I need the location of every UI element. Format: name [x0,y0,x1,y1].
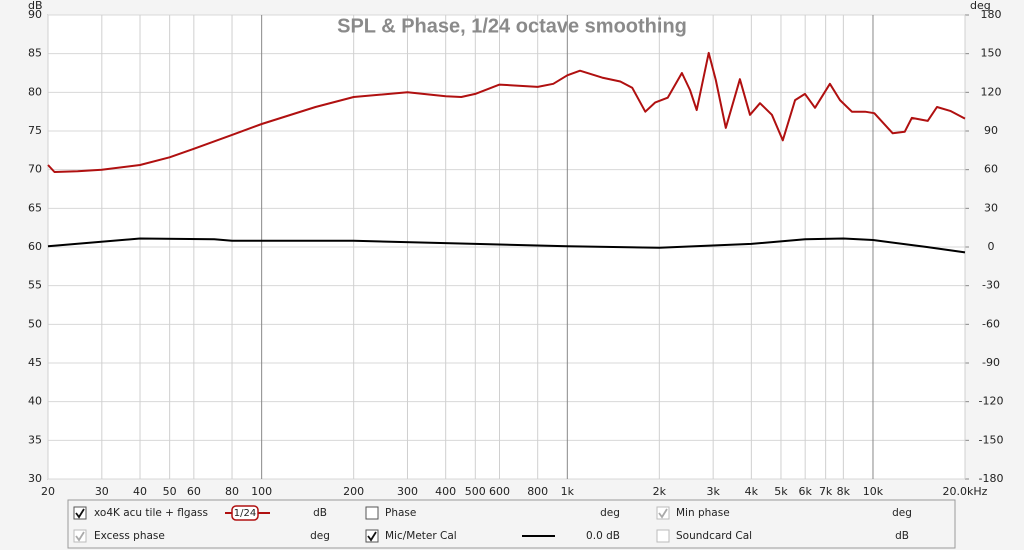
y2-tick-label: 180 [981,8,1002,21]
y-tick-label: 50 [28,317,42,330]
x-tick-label: 200 [343,485,364,498]
y-tick-label: 55 [28,279,42,292]
control-unit: deg [600,507,620,519]
checkbox [73,529,87,543]
y-axis-label: dB [28,0,43,12]
control-unit: dB [313,507,327,519]
x-tick-label: 80 [225,485,239,498]
y2-tick-label: 0 [988,240,995,253]
x-tick-label: 400 [435,485,456,498]
y2-tick-label: 60 [984,163,998,176]
y-tick-label: 90 [28,8,42,21]
x-tick-label: 100 [251,485,272,498]
x-tick-label: 30 [95,485,109,498]
x-tick-label: 20 [41,485,55,498]
y-tick-label: 75 [28,124,42,137]
checkbox [656,529,670,543]
checkmark [658,508,668,519]
y-tick-label: 80 [28,85,42,98]
x-tick-label: 500 [465,485,486,498]
x-tick-label: 600 [489,485,510,498]
control-unit: deg [310,530,330,542]
checkbox[interactable] [73,506,87,520]
control-unit: deg [892,507,912,519]
y2-axis-label: deg [970,0,991,12]
x-tick-label: 40 [133,485,147,498]
grid: 30 35 40 45 50 55 60 65 70 75 80 85 90 -180 -150 -120 -9… [28,8,1003,498]
chart-title: SPL & Phase, 1/24 octave smoothing [337,15,687,37]
y2-tick-label: 150 [981,47,1002,60]
y2-tick-label: 120 [981,85,1002,98]
x-tick-label: 20.0kHz [943,485,988,498]
x-tick-label: 10k [863,485,884,498]
y2-tick-label: -60 [982,317,1000,330]
control-unit: dB [895,530,909,542]
controls-panel [67,499,956,549]
control-label: Min phase [676,507,730,519]
y2-tick-label: -180 [979,472,1004,485]
y-tick-label: 85 [28,47,42,60]
y2-tick-label: -90 [982,356,1000,369]
x-tick-label: 5k [774,485,788,498]
y2-tick-label: -120 [979,395,1004,408]
control-label: Mic/Meter Cal [385,530,457,542]
control-label: xo4K acu tile + flgass [94,507,208,519]
control-label: Soundcard Cal [676,530,752,542]
checkmark [75,531,85,542]
y2-tick-label: 90 [984,124,998,137]
smoothing-label: 1/24 [234,508,256,519]
series-line [47,237,966,254]
checkbox[interactable] [365,506,379,520]
x-tick-label: 3k [706,485,720,498]
control-label: Phase [385,507,416,519]
y-tick-label: 45 [28,356,42,369]
x-tick-label: 8k [837,485,851,498]
y2-tick-label: -150 [979,433,1004,446]
series-line [47,51,966,173]
checkbox [656,506,670,520]
control-label: Excess phase [94,530,165,542]
controls: xo4K acu tile + flgass dB 1/24 Phase deg Min … [73,505,912,543]
y-tick-label: 35 [28,433,42,446]
y-tick-label: 40 [28,395,42,408]
checkmark [75,508,85,519]
x-tick-label: 60 [187,485,201,498]
smoothing-box[interactable] [231,505,259,521]
checkbox[interactable] [365,529,379,543]
x-tick-label: 4k [745,485,759,498]
x-tick-label: 1k [561,485,575,498]
y-tick-label: 65 [28,201,42,214]
y-tick-label: 60 [28,240,42,253]
y2-tick-label: 30 [984,201,998,214]
x-tick-label: 300 [397,485,418,498]
x-tick-label: 7k [819,485,833,498]
control-value: 0.0 dB [586,530,620,542]
x-tick-label: 6k [798,485,812,498]
y2-tick-label: -30 [982,279,1000,292]
y-tick-label: 70 [28,163,42,176]
checkmark [367,531,377,542]
y-tick-label: 30 [28,472,42,485]
x-tick-label: 50 [163,485,177,498]
x-tick-label: 2k [653,485,667,498]
x-tick-label: 800 [527,485,548,498]
lines [47,51,966,254]
